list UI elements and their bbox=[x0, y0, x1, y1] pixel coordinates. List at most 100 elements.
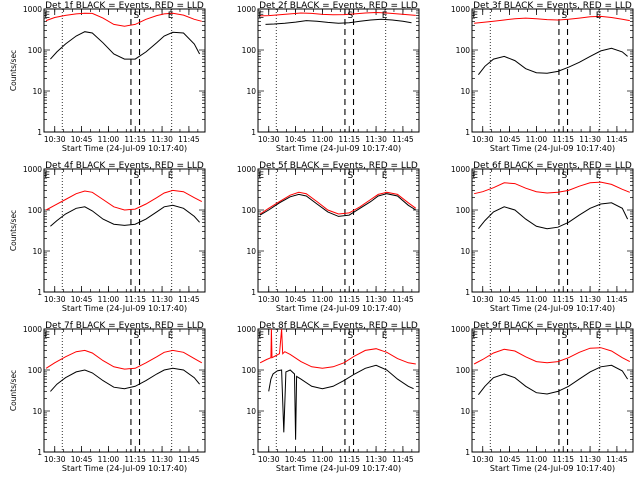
event-marker-label: E bbox=[44, 11, 50, 21]
y-tick-label: 100 bbox=[456, 366, 471, 375]
event-marker-label: E bbox=[44, 331, 50, 341]
event-marker-label: E bbox=[382, 11, 388, 21]
x-axis-label: Start Time (24-Jul-09 10:17:40) bbox=[490, 464, 615, 473]
plot-frame bbox=[43, 328, 206, 453]
panel-det-5: Det 5f BLACK = Events, RED = LLD 1 10 100 10… bbox=[237, 161, 420, 313]
x-tick-label: 11:15 bbox=[124, 295, 146, 304]
plot-frame bbox=[471, 168, 634, 293]
y-tick-label: 10 bbox=[32, 407, 42, 416]
y-axis-label: Counts/sec bbox=[9, 370, 18, 411]
event-marker-label: E bbox=[472, 11, 478, 21]
x-tick-label: 11:00 bbox=[98, 295, 120, 304]
panel-det-9: Det 9f BLACK = Events, RED = LLD 1 10 100 10… bbox=[451, 321, 634, 473]
panel-title: Det 5f BLACK = Events, RED = LLD bbox=[259, 161, 418, 171]
plot-frame bbox=[43, 168, 206, 293]
series-events-black bbox=[50, 204, 200, 227]
series-lld-red bbox=[473, 181, 630, 195]
x-tick-label: 11:30 bbox=[151, 295, 173, 304]
x-tick-label: 10:30 bbox=[44, 135, 66, 144]
x-tick-label: 10:45 bbox=[499, 295, 521, 304]
y-tick-label: 10 bbox=[246, 407, 256, 416]
x-tick-label: 11:00 bbox=[526, 135, 548, 144]
series-lld-red bbox=[45, 189, 203, 211]
event-marker-label: S bbox=[347, 331, 353, 341]
x-tick-label: 10:45 bbox=[285, 135, 307, 144]
panel-det-7: Det 7f BLACK = Events, RED = LLD 1 10 100 10… bbox=[9, 321, 206, 473]
y-tick-label: 100 bbox=[28, 206, 43, 215]
x-axis-label: Start Time (24-Jul-09 10:17:40) bbox=[490, 304, 615, 313]
event-marker-label: S bbox=[561, 11, 567, 21]
event-marker-label: S bbox=[133, 171, 139, 181]
event-marker-label: E bbox=[596, 171, 602, 181]
event-marker-label: E bbox=[44, 171, 50, 181]
y-axis-label: Counts/sec bbox=[9, 50, 18, 91]
x-axis-label: Start Time (24-Jul-09 10:17:40) bbox=[276, 304, 401, 313]
plot-frame bbox=[471, 328, 634, 453]
y-tick-label: 100 bbox=[242, 46, 257, 55]
y-tick-label: 1 bbox=[37, 448, 42, 457]
y-tick-label: 100 bbox=[242, 206, 257, 215]
y-tick-label: 1000 bbox=[451, 165, 470, 174]
panel-title: Det 2f BLACK = Events, RED = LLD bbox=[259, 1, 418, 11]
x-tick-label: 10:45 bbox=[499, 135, 521, 144]
event-marker-label: S bbox=[561, 331, 567, 341]
x-tick-label: 11:30 bbox=[365, 295, 387, 304]
event-marker-label: E bbox=[382, 171, 388, 181]
x-tick-label: 11:30 bbox=[579, 295, 601, 304]
x-tick-label: 10:30 bbox=[258, 135, 280, 144]
y-tick-label: 100 bbox=[242, 366, 257, 375]
y-tick-label: 1000 bbox=[23, 325, 42, 334]
y-tick-label: 10 bbox=[460, 247, 470, 256]
event-marker-label: E bbox=[472, 331, 478, 341]
event-marker-label: S bbox=[347, 11, 353, 21]
y-tick-label: 10 bbox=[460, 407, 470, 416]
x-tick-label: 10:30 bbox=[258, 455, 280, 464]
event-marker-label: S bbox=[561, 171, 567, 181]
event-marker-label: E bbox=[258, 11, 264, 21]
panel-title: Det 4f BLACK = Events, RED = LLD bbox=[45, 161, 204, 171]
y-axis-label: Counts/sec bbox=[9, 210, 18, 251]
series-events-black bbox=[268, 364, 414, 440]
x-tick-label: 11:15 bbox=[552, 135, 574, 144]
y-tick-label: 1 bbox=[465, 128, 470, 137]
panel-det-2: Det 2f BLACK = Events, RED = LLD 1 10 100 10… bbox=[237, 1, 420, 153]
series-lld-red bbox=[259, 191, 417, 215]
event-marker-label: S bbox=[133, 11, 139, 21]
y-tick-label: 1000 bbox=[237, 5, 256, 14]
series-lld-red bbox=[474, 15, 630, 24]
panel-det-4: Det 4f BLACK = Events, RED = LLD 1 10 100 10… bbox=[9, 161, 206, 313]
x-axis-label: Start Time (24-Jul-09 10:17:40) bbox=[490, 144, 615, 153]
event-marker-label: E bbox=[168, 11, 174, 21]
series-events-black bbox=[50, 31, 201, 60]
x-axis-label: Start Time (24-Jul-09 10:17:40) bbox=[276, 144, 401, 153]
x-tick-label: 11:15 bbox=[124, 455, 146, 464]
x-tick-label: 10:30 bbox=[472, 135, 494, 144]
x-tick-label: 10:30 bbox=[472, 295, 494, 304]
panel-det-8: Det 8f BLACK = Events, RED = LLD 1 10 100 10… bbox=[237, 321, 420, 473]
series-events-black bbox=[50, 367, 200, 392]
x-tick-label: 11:00 bbox=[312, 135, 334, 144]
x-tick-label: 11:00 bbox=[526, 455, 548, 464]
x-tick-label: 11:30 bbox=[579, 455, 601, 464]
x-tick-label: 11:00 bbox=[312, 295, 334, 304]
y-tick-label: 1 bbox=[465, 448, 470, 457]
y-tick-label: 100 bbox=[456, 46, 471, 55]
x-tick-label: 11:00 bbox=[526, 295, 548, 304]
event-marker-label: E bbox=[596, 11, 602, 21]
x-tick-label: 11:30 bbox=[579, 135, 601, 144]
x-tick-label: 10:45 bbox=[285, 295, 307, 304]
y-tick-label: 100 bbox=[456, 206, 471, 215]
x-tick-label: 10:45 bbox=[71, 295, 93, 304]
x-tick-label: 10:45 bbox=[285, 455, 307, 464]
x-axis-label: Start Time (24-Jul-09 10:17:40) bbox=[62, 464, 187, 473]
panel-title: Det 3f BLACK = Events, RED = LLD bbox=[473, 1, 632, 11]
event-marker-label: E bbox=[382, 331, 388, 341]
y-tick-label: 1 bbox=[251, 288, 256, 297]
y-tick-label: 10 bbox=[246, 247, 256, 256]
y-tick-label: 1000 bbox=[237, 165, 256, 174]
x-tick-label: 11:15 bbox=[338, 135, 360, 144]
x-tick-label: 11:00 bbox=[98, 455, 120, 464]
panel-det-1: Det 1f BLACK = Events, RED = LLD 1 10 100 10… bbox=[9, 1, 206, 153]
y-tick-label: 1000 bbox=[23, 165, 42, 174]
panel-title: Det 1f BLACK = Events, RED = LLD bbox=[45, 1, 204, 11]
